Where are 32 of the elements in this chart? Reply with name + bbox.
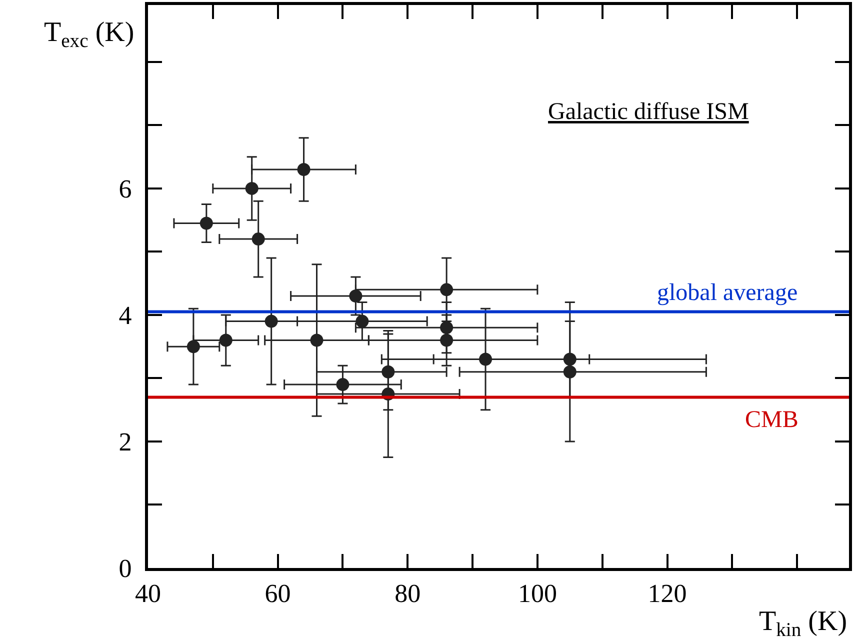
y-tick-label: 4 — [118, 301, 132, 330]
point — [349, 289, 362, 302]
point — [479, 352, 492, 366]
point — [563, 352, 576, 366]
point — [563, 365, 576, 378]
point — [252, 232, 265, 246]
x-tick-label: 120 — [648, 579, 687, 608]
y-tick-label: 0 — [118, 554, 132, 584]
point — [382, 365, 395, 378]
x-tick-label: 60 — [264, 579, 291, 608]
y-axis-title: T$_{exc}$ (K) — [44, 17, 134, 52]
point — [186, 340, 200, 354]
point — [219, 334, 232, 347]
ref-line-label: CMB — [745, 407, 798, 433]
point — [245, 182, 258, 195]
point — [310, 334, 324, 347]
point — [336, 378, 350, 392]
point — [264, 314, 278, 328]
annotation: Galactic diffuse ISM — [548, 99, 749, 125]
point — [356, 314, 369, 328]
point — [440, 321, 454, 334]
point — [200, 216, 213, 230]
y-tick-label: 2 — [118, 428, 132, 457]
point — [297, 162, 310, 176]
ref-line-label: global average — [657, 280, 798, 306]
x-tick-label: 100 — [518, 579, 557, 608]
y-tick-label: 6 — [118, 174, 132, 204]
point — [440, 334, 454, 347]
point — [440, 283, 454, 296]
x-axis-title: T$_{kin}$ (K) — [759, 606, 848, 638]
x-tick-label: 80 — [394, 579, 421, 608]
x-tick-label: 40 — [135, 579, 161, 608]
